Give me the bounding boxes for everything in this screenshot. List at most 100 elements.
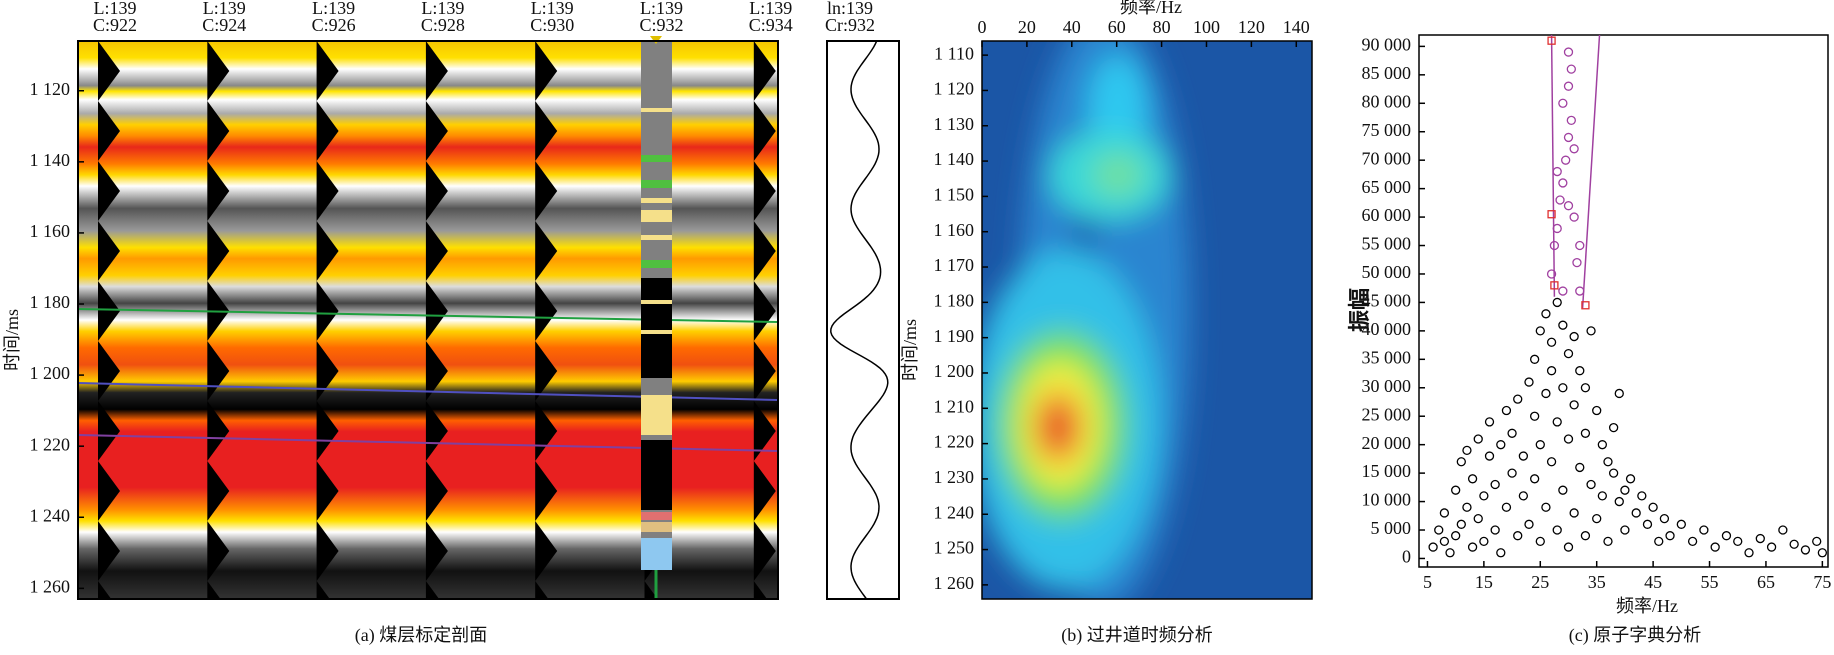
trace-line-label: L:139 bbox=[640, 0, 683, 18]
wiggle-lobe bbox=[425, 221, 448, 281]
wiggle-lobe bbox=[425, 281, 448, 341]
point bbox=[1451, 485, 1461, 495]
y-tick-label: 10 000 bbox=[1362, 490, 1412, 510]
y-tick-label: 40 000 bbox=[1362, 319, 1412, 339]
trace-cdp-label: C:928 bbox=[421, 15, 465, 35]
wiggle-lobe bbox=[98, 581, 112, 599]
wiggle-lobe bbox=[316, 581, 330, 599]
x-tick-label: 65 bbox=[1757, 572, 1775, 592]
point bbox=[1555, 195, 1565, 205]
point bbox=[1654, 536, 1664, 547]
point bbox=[1484, 451, 1495, 461]
point bbox=[1569, 508, 1579, 518]
wiggle-lobe bbox=[535, 521, 558, 581]
wiggle-lobe bbox=[98, 281, 120, 341]
wiggle-lobe bbox=[207, 101, 230, 161]
wiggle-lobe bbox=[98, 521, 120, 581]
wiggle-lobe bbox=[316, 401, 339, 461]
y-tick-label: 1 220 bbox=[30, 434, 71, 454]
trace-cdp-label: Cr:932 bbox=[825, 15, 875, 35]
point bbox=[1552, 297, 1562, 308]
wiggle-lobe bbox=[207, 41, 230, 101]
wiggle-lobe bbox=[425, 401, 448, 461]
point bbox=[1541, 502, 1551, 512]
x-axis-label: 频率/Hz bbox=[1616, 596, 1678, 616]
point bbox=[1580, 428, 1591, 438]
trace-cdp-label: C:924 bbox=[202, 15, 246, 35]
wiggle-lobe bbox=[425, 101, 448, 161]
point bbox=[1778, 525, 1788, 535]
point bbox=[1597, 440, 1607, 450]
point bbox=[1569, 400, 1579, 410]
point bbox=[1566, 115, 1576, 125]
point bbox=[1733, 536, 1743, 547]
point bbox=[1569, 331, 1579, 342]
point bbox=[1529, 411, 1540, 421]
y-tick-label: 50 000 bbox=[1362, 262, 1412, 282]
wiggle-lobe bbox=[98, 221, 120, 281]
point bbox=[1535, 536, 1545, 547]
wiggle-lobe bbox=[535, 461, 558, 521]
point bbox=[1451, 531, 1461, 541]
x-tick-label: 35 bbox=[1588, 572, 1606, 592]
wiggle-lobe bbox=[316, 521, 339, 581]
point bbox=[1580, 383, 1591, 393]
point bbox=[1558, 320, 1568, 330]
y-tick-label: 1 230 bbox=[934, 467, 975, 487]
point bbox=[1812, 536, 1822, 547]
point bbox=[1462, 502, 1472, 512]
plot-frame bbox=[77, 40, 779, 600]
x-tick-label: 120 bbox=[1238, 17, 1265, 37]
trace-line-label: L:139 bbox=[749, 0, 792, 18]
point bbox=[1699, 525, 1709, 535]
point bbox=[1428, 542, 1438, 552]
y-tick-label: 70 000 bbox=[1362, 148, 1412, 168]
y-tick-label: 1 120 bbox=[934, 79, 975, 99]
seismic-section bbox=[78, 41, 778, 599]
point bbox=[1575, 462, 1585, 473]
wiggle-lobe bbox=[753, 581, 767, 599]
point bbox=[1620, 485, 1630, 495]
y-tick-label: 85 000 bbox=[1362, 63, 1412, 83]
wiggle-lobe bbox=[535, 161, 558, 221]
point bbox=[1484, 417, 1495, 427]
point bbox=[1710, 542, 1720, 552]
point bbox=[1789, 539, 1799, 549]
wiggle-lobe bbox=[753, 41, 776, 101]
point bbox=[1603, 457, 1613, 467]
point bbox=[1637, 491, 1647, 501]
x-tick-label: 15 bbox=[1475, 572, 1493, 592]
point bbox=[1479, 536, 1489, 547]
point bbox=[1490, 479, 1500, 490]
point bbox=[1608, 422, 1619, 433]
y-tick-label: 1 170 bbox=[934, 255, 975, 275]
y-tick-label: 0 bbox=[1402, 547, 1411, 567]
y-tick-label: 1 150 bbox=[934, 185, 975, 205]
wiggle-lobe bbox=[316, 41, 339, 101]
scatter-marks bbox=[1428, 35, 1828, 558]
wiggle-lobe bbox=[207, 221, 230, 281]
point bbox=[1501, 502, 1512, 512]
y-tick-label: 45 000 bbox=[1362, 291, 1412, 311]
point bbox=[1563, 132, 1574, 143]
trace-cdp-label: C:932 bbox=[639, 15, 683, 35]
trace-line-label: L:139 bbox=[531, 0, 574, 18]
point bbox=[1518, 451, 1529, 461]
point bbox=[1620, 525, 1630, 535]
point bbox=[1507, 468, 1517, 478]
y-tick-label: 1 210 bbox=[934, 396, 975, 416]
y-tick-label: 1 160 bbox=[934, 220, 975, 240]
y-tick-label: 15 000 bbox=[1362, 461, 1412, 481]
point bbox=[1456, 519, 1466, 529]
point bbox=[1501, 405, 1512, 416]
point bbox=[1467, 542, 1478, 552]
point bbox=[1496, 440, 1506, 450]
wiggle-lobe bbox=[535, 221, 558, 281]
point bbox=[1580, 531, 1591, 541]
point bbox=[1513, 394, 1523, 404]
point bbox=[1529, 474, 1540, 484]
trace-line-label: L:139 bbox=[94, 0, 137, 18]
point bbox=[1552, 525, 1562, 535]
point bbox=[1518, 491, 1529, 501]
time-frequency-map bbox=[982, 41, 1312, 599]
